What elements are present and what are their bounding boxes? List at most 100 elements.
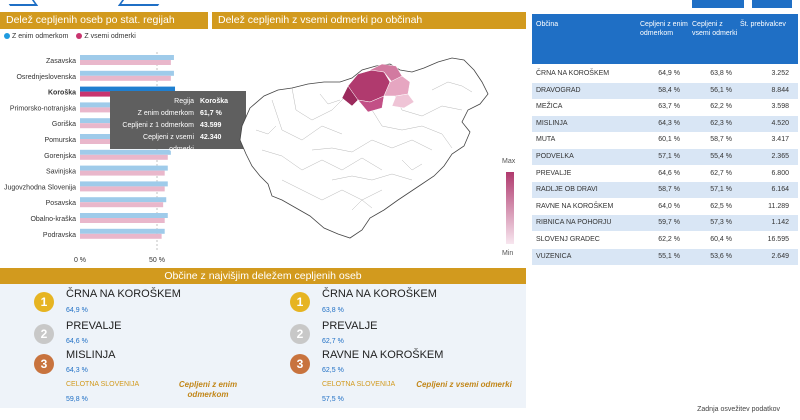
cell-municipality: ČRNA NA KOROŠKEM (536, 70, 610, 77)
cell-one-dose: 58,7 % (658, 186, 680, 194)
cell-population: 6.164 (771, 186, 789, 194)
cell-all-doses: 62,5 % (710, 202, 732, 210)
cell-population: 6.800 (771, 169, 789, 177)
map-legend-gradient (506, 172, 514, 244)
bar-one-dose[interactable] (80, 149, 171, 155)
bar-all-doses[interactable] (80, 75, 171, 81)
category-label: Koroška (48, 90, 76, 97)
table-row[interactable]: SLOVENJ GRADEC 62,2 % 60,4 % 16.595 (532, 232, 798, 248)
column-header-municipality[interactable]: Občina (536, 21, 559, 28)
legend-item-one-dose[interactable]: Z enim odmerkom (4, 33, 68, 40)
column-header-one-dose[interactable]: Cepljeni z enim odmerkom (640, 21, 688, 37)
table-row[interactable]: MISLINJA 64,3 % 62,3 % 4.520 (532, 115, 798, 132)
tooltip-value: 42.340 (200, 134, 222, 141)
category-label: Goriška (52, 121, 76, 128)
table-row[interactable]: RAVNE NA KOROŠKEM 64,0 % 62,5 % 11.289 (532, 198, 798, 215)
total-value: 57,5 % (322, 396, 344, 403)
cell-one-dose: 62,2 % (658, 236, 680, 243)
bar-one-dose[interactable] (80, 86, 176, 92)
cell-population: 16.595 (767, 236, 789, 243)
region-chart-title: Delež cepljenih oseb po stat. regijah (0, 12, 208, 29)
x-tick-label: 0 % (74, 257, 86, 264)
cell-population: 3.252 (771, 70, 789, 77)
cell-municipality: SLOVENJ GRADEC (536, 236, 600, 243)
column-header-population[interactable]: Št. prebivalcev (740, 21, 786, 28)
medal-bronze-icon: 3 (290, 354, 310, 374)
cell-all-doses: 63,8 % (710, 70, 732, 77)
cell-population: 2.649 (771, 252, 789, 260)
last-refresh-label: Zadnja osvežitev podatkov (697, 406, 780, 413)
bar-all-doses[interactable] (80, 202, 164, 208)
cell-municipality: RADLJE OB DRAVI (536, 186, 598, 194)
total-label: CELOTNA SLOVENIJA (322, 381, 396, 388)
tooltip-row: Regija Koroška (116, 96, 240, 108)
ranking-value: 64,3 % (66, 367, 88, 374)
ranking-name: ČRNA NA KOROŠKEM (322, 288, 437, 300)
bar-one-dose[interactable] (80, 55, 174, 60)
bar-one-dose[interactable] (80, 70, 174, 76)
cell-all-doses: 62,2 % (710, 103, 732, 111)
ranking-name: MISLINJA (66, 349, 116, 361)
cell-one-dose: 58,4 % (658, 86, 680, 94)
chart-legend: Z enim odmerkom Z vsemi odmerki (4, 33, 136, 40)
category-label: Obalno-kraška (30, 216, 76, 223)
bar-all-doses[interactable] (80, 218, 165, 223)
category-label: Pomurska (44, 137, 76, 144)
ranking-value: 63,8 % (322, 307, 344, 314)
table-row[interactable]: MEŽICA 63,7 % 62,2 % 3.598 (532, 99, 798, 116)
bar-one-dose[interactable] (80, 228, 165, 234)
bar-all-doses[interactable] (80, 154, 168, 160)
category-label: Posavska (46, 200, 76, 207)
top-nav-button[interactable] (752, 0, 792, 8)
bar-all-doses[interactable] (80, 60, 171, 65)
table-row[interactable]: PREVALJE 64,6 % 62,7 % 6.800 (532, 165, 798, 182)
table-row[interactable]: VUZENICA 55,1 % 53,6 % 2.649 (532, 248, 798, 265)
table-row[interactable]: DRAVOGRAD 58,4 % 56,1 % 8.844 (532, 82, 798, 99)
legend-label: Z enim odmerkom (12, 33, 69, 40)
category-label: Primorsko-notranjska (10, 105, 76, 112)
ranking-name: PREVALJE (66, 320, 122, 332)
cell-all-doses: 57,1 % (710, 186, 732, 194)
medal-bronze-icon: 3 (34, 354, 54, 374)
cell-population: 2.365 (771, 153, 789, 160)
slovenia-municipality-map[interactable] (212, 30, 526, 266)
bar-one-dose[interactable] (80, 197, 167, 203)
bar-one-dose[interactable] (80, 181, 168, 187)
table-row[interactable]: MUTA 60,1 % 58,7 % 3.417 (532, 132, 798, 149)
tooltip-key: Cepljeni z vsemi odmerki (143, 134, 194, 153)
bar-one-dose[interactable] (80, 165, 168, 171)
column-header-all-doses[interactable]: Cepljeni z vsemi odmerki (692, 21, 738, 37)
table-row[interactable]: RIBNICA NA POHORJU 59,7 % 57,3 % 1.142 (532, 215, 798, 232)
category-label: Savinjska (46, 169, 76, 176)
cell-municipality: RAVNE NA KOROŠKEM (536, 202, 614, 210)
cell-municipality: PODVELKA (536, 153, 574, 160)
cell-all-doses: 62,3 % (710, 119, 732, 127)
cell-municipality: RIBNICA NA POHORJU (536, 219, 612, 227)
cell-one-dose: 64,6 % (658, 169, 680, 177)
tooltip-key: Regija (174, 98, 194, 105)
koroska-highlight[interactable] (341, 63, 415, 113)
category-label: Jugovzhodna Slovenija (4, 184, 76, 191)
bar-all-doses[interactable] (80, 170, 165, 176)
municipality-table: Občina Cepljeni z enim odmerkom Cepljeni… (532, 14, 798, 280)
ranking-value: 64,9 % (66, 307, 88, 314)
cell-all-doses: 62,7 % (710, 169, 732, 177)
medal-gold-icon: 1 (290, 292, 310, 312)
cell-one-dose: 64,9 % (658, 70, 680, 77)
bar-all-doses[interactable] (80, 233, 162, 239)
caption-one-dose: Cepljeni z enim odmerkom (178, 380, 238, 399)
table-row[interactable]: PODVELKA 57,1 % 55,4 % 2.365 (532, 149, 798, 165)
table-row[interactable]: RADLJE OB DRAVI 58,7 % 57,1 % 6.164 (532, 182, 798, 199)
top-nav-button[interactable] (692, 0, 744, 8)
medal-gold-icon: 1 (34, 292, 54, 312)
bar-one-dose[interactable] (80, 213, 168, 218)
bar-all-doses[interactable] (80, 186, 165, 192)
top-strip (0, 0, 800, 10)
ranking-title: Občine z najvišjim deležem cepljenih ose… (0, 268, 526, 285)
tooltip-row: Z enim odmerkom 61,7 % (116, 108, 240, 120)
cell-population: 1.142 (771, 219, 789, 227)
tooltip-key: Cepljeni z 1 odmerkom (122, 122, 194, 129)
table-row[interactable]: ČRNA NA KOROŠKEM 64,9 % 63,8 % 3.252 (532, 66, 798, 82)
legend-item-all-doses[interactable]: Z vsemi odmerki (76, 33, 136, 40)
tooltip-row: Cepljeni z vsemi odmerki 42.340 (116, 132, 240, 153)
